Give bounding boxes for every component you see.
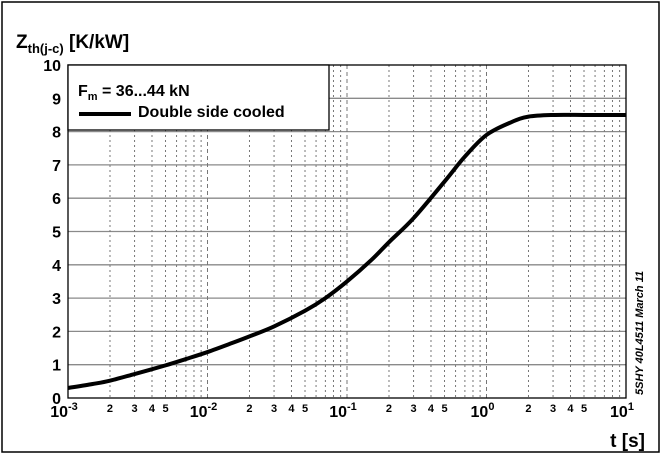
y-tick-label: 3 [52, 291, 61, 308]
y-tick-label: 9 [52, 91, 61, 108]
y-tick-label: 4 [52, 258, 61, 275]
x-minor-tick-label: 4 [567, 403, 574, 415]
legend-entry-label: Double side cooled [138, 104, 285, 121]
x-tick-label: 10-3 [50, 401, 78, 421]
x-minor-tick-label: 3 [131, 403, 137, 415]
x-minor-tick-label: 4 [288, 403, 295, 415]
x-minor-tick-label: 2 [246, 403, 252, 415]
x-minor-tick-label: 3 [271, 403, 277, 415]
x-tick-label: 100 [471, 401, 495, 421]
x-minor-tick-label: 3 [410, 403, 416, 415]
y-tick-label: 2 [52, 324, 61, 341]
x-minor-tick-label: 2 [107, 403, 113, 415]
x-minor-tick-label: 2 [386, 403, 392, 415]
legend-condition: Fm = 36...44 kN [78, 83, 190, 103]
y-tick-label: 8 [52, 125, 61, 142]
y-axis-label: Zth(j-c) [K/kW] [16, 32, 129, 56]
x-minor-tick-label: 4 [149, 403, 156, 415]
legend-box [67, 64, 330, 131]
x-axis-label: t [s] [610, 431, 645, 452]
y-tick-label: 5 [52, 225, 61, 242]
x-minor-tick-label: 4 [428, 403, 435, 415]
legend: Fm = 36...44 kN Double side cooled [67, 64, 330, 131]
y-tick-label: 7 [52, 158, 61, 175]
series-layer [67, 112, 626, 390]
x-tick-label: 101 [610, 401, 634, 421]
y-tick-label: 1 [52, 358, 61, 375]
x-tick-label: 10-2 [190, 401, 218, 421]
x-minor-tick-label: 5 [441, 403, 447, 415]
x-minor-tick-label: 5 [302, 403, 308, 415]
side-note: 5SHY 40L4511 March 11 [634, 271, 646, 395]
x-minor-tick-label: 2 [525, 403, 531, 415]
x-minor-tick-label: 3 [550, 403, 556, 415]
series-line [67, 112, 626, 390]
y-tick-label: 10 [43, 58, 61, 75]
x-minor-tick-label: 5 [581, 403, 587, 415]
x-tick-label: 10-1 [329, 401, 357, 421]
y-tick-label: 0 [52, 391, 61, 408]
plot-area-border [67, 64, 627, 399]
y-tick-label: 6 [52, 191, 61, 208]
x-minor-tick-label: 5 [162, 403, 168, 415]
